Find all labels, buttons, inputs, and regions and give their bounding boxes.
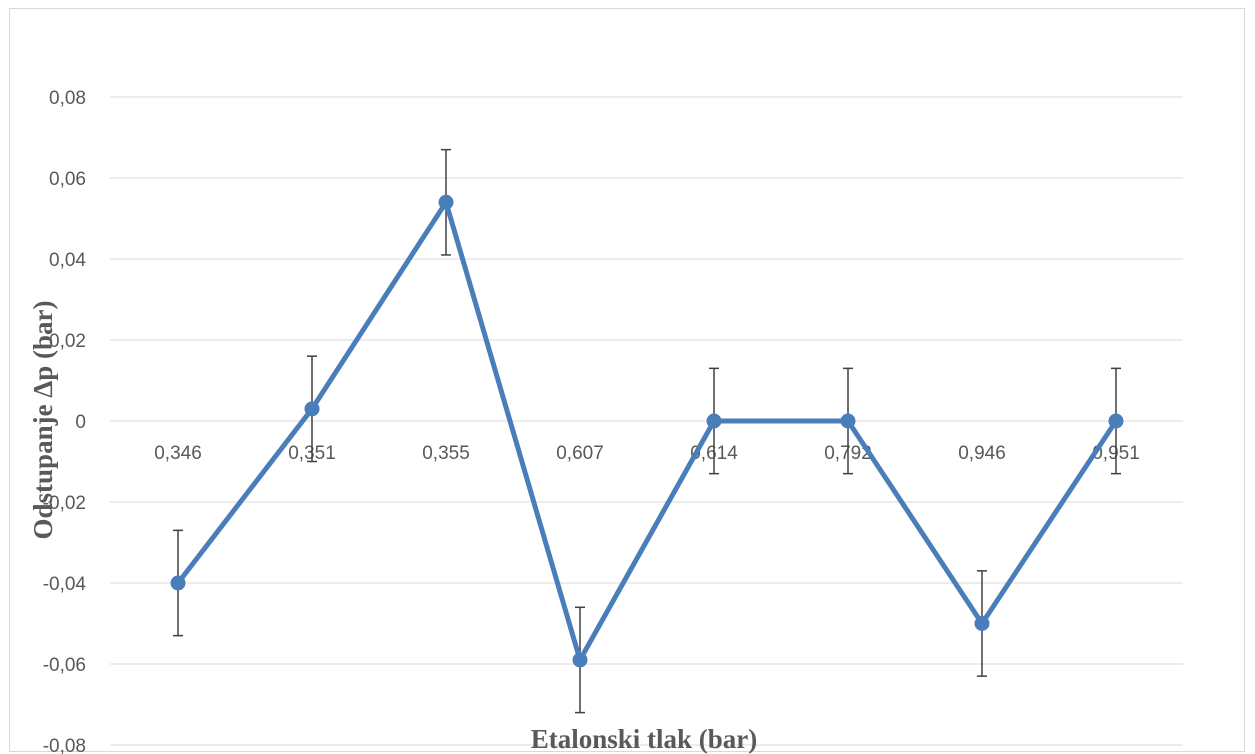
data-point [706,413,722,429]
data-point [170,575,186,591]
y-tick-label: -0,02 [43,493,86,514]
data-point [840,413,856,429]
y-tick-label: -0,06 [43,655,86,676]
x-tick-label: 0,346 [154,443,202,464]
y-tick-label: 0,06 [49,169,86,190]
data-point [1108,413,1124,429]
chart-frame [9,8,1245,752]
y-tick-label: 0,02 [49,331,86,352]
x-tick-labels: 0,346 0,351 0,355 0,607 0,614 0,792 0,946 0,951 [154,443,1140,464]
x-axis-title: Etalonski tlak (bar) [531,724,758,754]
y-tick-label: 0 [75,412,86,433]
y-tick-label: 0,04 [49,250,86,271]
data-point [974,616,990,631]
y-tick-labels: 0,08 0,06 0,04 0,02 0 -0,02 -0,04 -0,06 -0,08 [43,88,87,754]
data-point [304,401,320,417]
x-tick-label: 0,607 [556,443,604,464]
y-tick-label: 0,08 [49,88,86,109]
series-line [175,199,1119,663]
x-tick-label: 0,355 [422,443,470,464]
y-axis-title: Odstupanje Δp (bar) [28,301,58,540]
series-group [170,194,1124,668]
y-tick-label: -0,08 [43,736,86,754]
data-point [572,652,588,668]
y-tick-label: -0,04 [43,574,87,595]
x-tick-label: 0,946 [958,443,1006,464]
gridlines [110,96,1183,746]
data-point [438,194,454,210]
